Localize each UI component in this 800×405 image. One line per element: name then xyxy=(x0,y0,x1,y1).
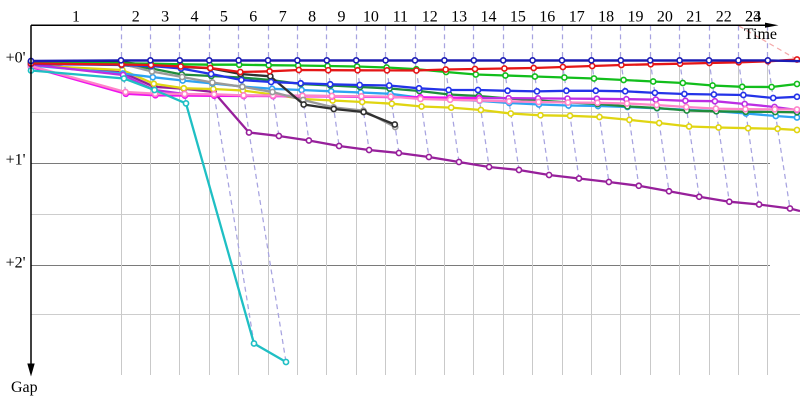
svg-text:23: 23 xyxy=(745,9,761,26)
svg-text:+0': +0' xyxy=(6,50,26,67)
svg-text:13: 13 xyxy=(451,9,467,26)
svg-text:10: 10 xyxy=(363,9,379,26)
svg-text:22: 22 xyxy=(716,9,732,26)
svg-text:8: 8 xyxy=(308,9,316,26)
svg-text:+2': +2' xyxy=(6,255,26,272)
svg-text:Gap: Gap xyxy=(11,379,38,396)
svg-text:18: 18 xyxy=(598,9,614,26)
svg-text:4: 4 xyxy=(191,9,199,26)
svg-text:6: 6 xyxy=(249,9,257,26)
svg-text:19: 19 xyxy=(628,9,644,26)
svg-text:20: 20 xyxy=(657,9,673,26)
svg-text:24: 24 xyxy=(745,9,761,26)
svg-text:17: 17 xyxy=(569,9,585,26)
svg-text:5: 5 xyxy=(220,9,228,26)
svg-text:15: 15 xyxy=(510,9,526,26)
svg-text:12: 12 xyxy=(422,9,438,26)
svg-text:16: 16 xyxy=(539,9,555,26)
svg-text:9: 9 xyxy=(338,9,346,26)
svg-text:+1': +1' xyxy=(6,152,26,169)
svg-text:7: 7 xyxy=(279,9,287,26)
svg-text:11: 11 xyxy=(393,9,408,26)
svg-text:14: 14 xyxy=(481,9,497,26)
svg-text:2: 2 xyxy=(132,9,140,26)
svg-text:1: 1 xyxy=(72,9,80,26)
svg-text:Time: Time xyxy=(744,26,777,43)
svg-text:21: 21 xyxy=(686,9,702,26)
svg-text:3: 3 xyxy=(161,9,169,26)
